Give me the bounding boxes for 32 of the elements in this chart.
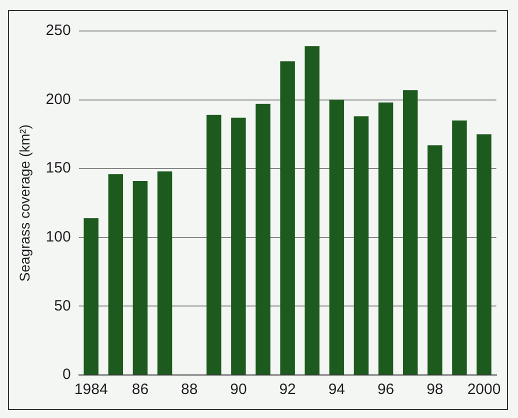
bar	[402, 90, 418, 374]
bar	[452, 120, 467, 374]
y-tick-label: 50	[54, 297, 71, 314]
bar	[428, 145, 442, 374]
x-tick-label: 92	[279, 381, 296, 398]
y-tick-label: 150	[46, 160, 71, 177]
bar	[206, 114, 222, 374]
x-tick-label: 90	[230, 381, 247, 398]
y-tick-label: 250	[46, 22, 71, 40]
x-tick-label: 94	[328, 381, 346, 398]
x-tick-label: 98	[426, 381, 444, 398]
x-tick-label: 88	[180, 381, 198, 398]
bar	[304, 46, 320, 374]
bar	[157, 171, 172, 374]
y-tick-label: 200	[46, 90, 71, 108]
bar	[84, 218, 98, 374]
y-tick-label: 0	[62, 366, 71, 384]
bar	[378, 102, 394, 374]
bar	[132, 180, 148, 374]
y-axis-title: Seagrass coverage (km²)	[16, 124, 32, 282]
x-tick-label: 86	[132, 381, 149, 398]
x-tick-label: 1984	[74, 381, 108, 398]
bar	[329, 100, 344, 374]
bar	[354, 116, 369, 374]
bar	[476, 134, 492, 374]
x-tick-label: 2000	[467, 381, 501, 398]
bar	[256, 104, 270, 374]
bar	[108, 174, 124, 374]
bar	[231, 118, 246, 374]
y-tick-label: 100	[46, 228, 71, 246]
bar	[280, 61, 295, 374]
x-tick-label: 96	[377, 381, 394, 398]
